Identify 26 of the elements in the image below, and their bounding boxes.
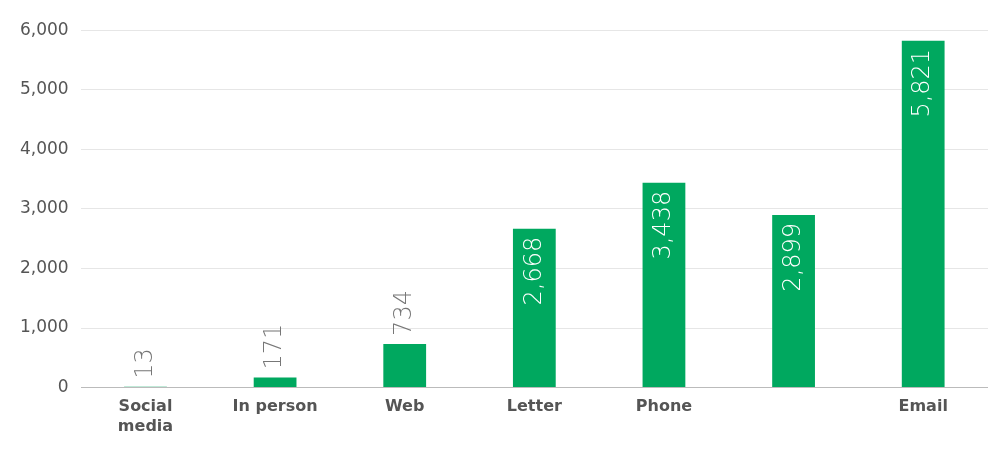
x-tick-label: Letter [506, 396, 562, 416]
x-tick-label: In person [232, 396, 318, 416]
y-tick-label: 0 [57, 376, 69, 397]
bar [772, 214, 815, 388]
y-tick-label: 1,000 [20, 316, 69, 337]
x-tick-label: Social media [117, 396, 174, 435]
x-tick-label: Web [385, 396, 425, 416]
data-label: 2,668 [518, 236, 547, 306]
y-tick-label: 4,000 [20, 137, 69, 158]
bar [383, 343, 427, 388]
data-label: 171 [259, 323, 288, 370]
bar [253, 377, 297, 388]
x-tick-label: Email [898, 396, 948, 416]
data-label: 734 [388, 290, 417, 336]
data-label: 5,821 [907, 48, 936, 118]
data-label: 2,899 [777, 222, 806, 292]
y-tick-label: 6,000 [20, 18, 69, 39]
x-tick-label: Phone [635, 396, 693, 416]
bar [512, 228, 556, 388]
bar [901, 40, 945, 388]
y-tick-label: 3,000 [20, 197, 69, 218]
y-tick-label: 2,000 [20, 256, 69, 277]
data-label: 3,438 [648, 190, 677, 260]
bar [642, 182, 686, 388]
data-label: 13 [129, 348, 158, 379]
y-tick-label: 5,000 [20, 78, 69, 99]
